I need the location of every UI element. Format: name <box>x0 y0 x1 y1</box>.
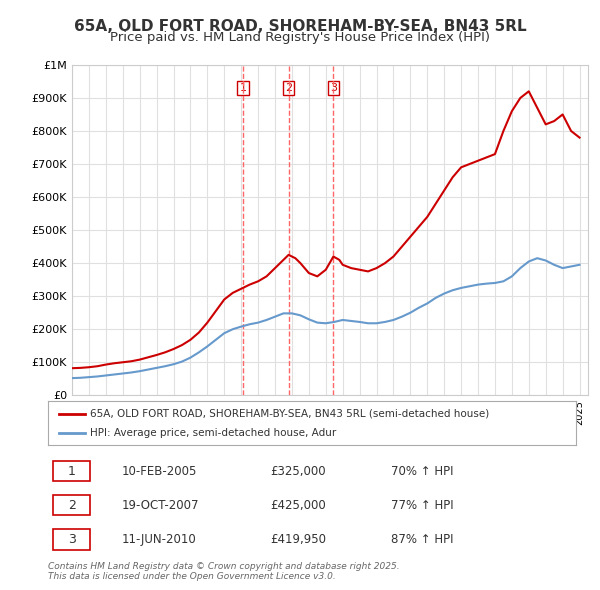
Text: 1: 1 <box>68 464 76 477</box>
Text: 77% ↑ HPI: 77% ↑ HPI <box>391 499 454 512</box>
FancyBboxPatch shape <box>53 495 90 516</box>
FancyBboxPatch shape <box>53 461 90 481</box>
Text: £425,000: £425,000 <box>270 499 326 512</box>
Text: 65A, OLD FORT ROAD, SHOREHAM-BY-SEA, BN43 5RL (semi-detached house): 65A, OLD FORT ROAD, SHOREHAM-BY-SEA, BN4… <box>90 409 490 418</box>
Text: 1: 1 <box>239 83 247 93</box>
Text: 70% ↑ HPI: 70% ↑ HPI <box>391 464 454 477</box>
Text: 65A, OLD FORT ROAD, SHOREHAM-BY-SEA, BN43 5RL: 65A, OLD FORT ROAD, SHOREHAM-BY-SEA, BN4… <box>74 19 526 34</box>
Text: Price paid vs. HM Land Registry's House Price Index (HPI): Price paid vs. HM Land Registry's House … <box>110 31 490 44</box>
Text: HPI: Average price, semi-detached house, Adur: HPI: Average price, semi-detached house,… <box>90 428 337 438</box>
Text: 11-JUN-2010: 11-JUN-2010 <box>122 533 197 546</box>
Text: 2: 2 <box>285 83 292 93</box>
Text: 3: 3 <box>68 533 76 546</box>
Text: £325,000: £325,000 <box>270 464 325 477</box>
FancyBboxPatch shape <box>53 529 90 550</box>
Text: 3: 3 <box>330 83 337 93</box>
Text: 2: 2 <box>68 499 76 512</box>
Text: 10-FEB-2005: 10-FEB-2005 <box>122 464 197 477</box>
Text: Contains HM Land Registry data © Crown copyright and database right 2025.
This d: Contains HM Land Registry data © Crown c… <box>48 562 400 581</box>
Text: £419,950: £419,950 <box>270 533 326 546</box>
Text: 87% ↑ HPI: 87% ↑ HPI <box>391 533 454 546</box>
Text: 19-OCT-2007: 19-OCT-2007 <box>122 499 199 512</box>
